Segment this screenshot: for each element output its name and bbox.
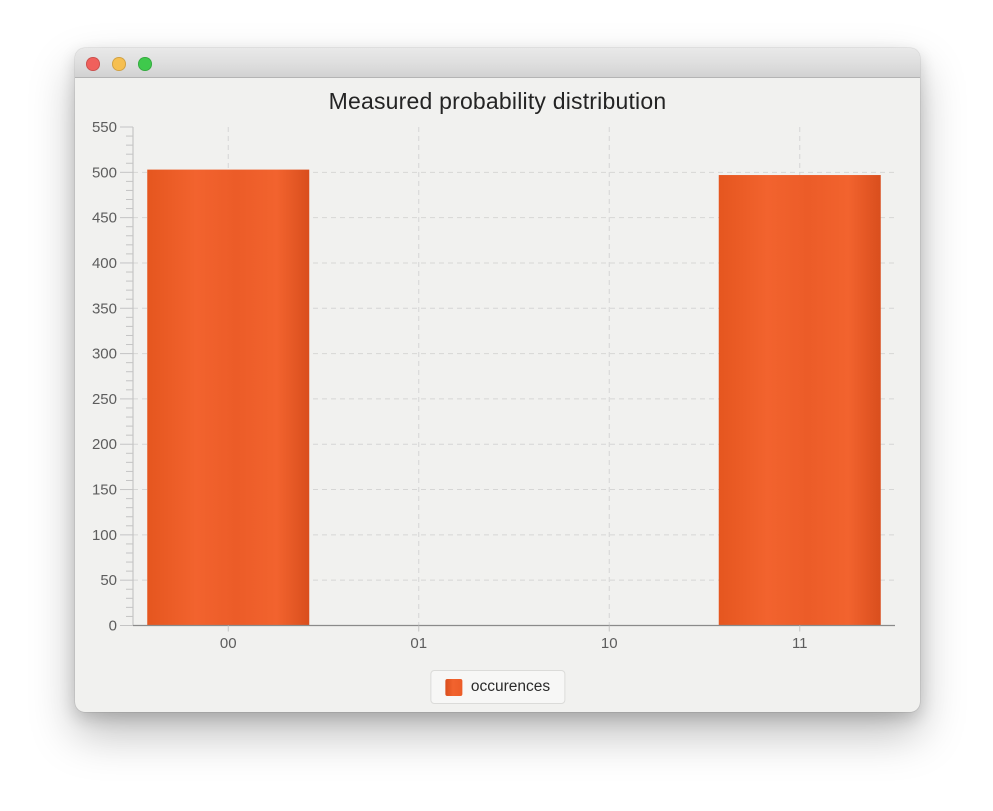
x-tick-labels: 00 01 10 11: [220, 635, 808, 652]
y-tick-label: 550: [92, 119, 117, 136]
y-tick-label: 300: [92, 346, 117, 363]
zoom-button[interactable]: [138, 57, 152, 71]
bar-series-occurences: [147, 169, 881, 626]
y-tick-label: 250: [92, 391, 117, 408]
y-tick-label: 200: [92, 436, 117, 453]
bar-chart: 0 50 100 150 200 250 300 350 400 450 500 550 00 01 10 1…: [92, 119, 895, 652]
legend-swatch-icon: [444, 678, 462, 696]
close-button[interactable]: [86, 57, 100, 71]
y-tick-label: 100: [92, 527, 117, 544]
y-tick-label: 150: [92, 482, 117, 499]
y-tick-label: 350: [92, 300, 117, 317]
chart-title: Measured probability distribution: [328, 88, 667, 114]
y-tick-label: 0: [109, 618, 117, 635]
legend-item-occurences[interactable]: occurences: [444, 678, 551, 696]
y-tick-label: 400: [92, 255, 117, 272]
legend-label: occurences: [470, 678, 551, 695]
chart-legend: occurences: [429, 670, 566, 704]
x-tick-label: 10: [601, 635, 618, 652]
window-titlebar[interactable]: [75, 48, 920, 78]
y-tick-labels: 0 50 100 150 200 250 300 350 400 450 500 550: [92, 119, 117, 635]
y-tick-label: 500: [92, 164, 117, 181]
y-ticks: [120, 126, 801, 632]
y-tick-label: 450: [92, 210, 117, 227]
x-tick-label: 01: [410, 635, 427, 652]
y-tick-label: 50: [100, 572, 117, 589]
x-tick-label: 00: [220, 635, 237, 652]
axes: [132, 127, 895, 627]
x-tick-label: 11: [792, 635, 808, 652]
app-window: Measured probability distribution 0 50 100…: [75, 48, 920, 712]
bar-00[interactable]: [147, 169, 310, 626]
minimize-button[interactable]: [112, 57, 126, 71]
bar-11[interactable]: [718, 175, 881, 626]
window-controls: [86, 57, 152, 71]
